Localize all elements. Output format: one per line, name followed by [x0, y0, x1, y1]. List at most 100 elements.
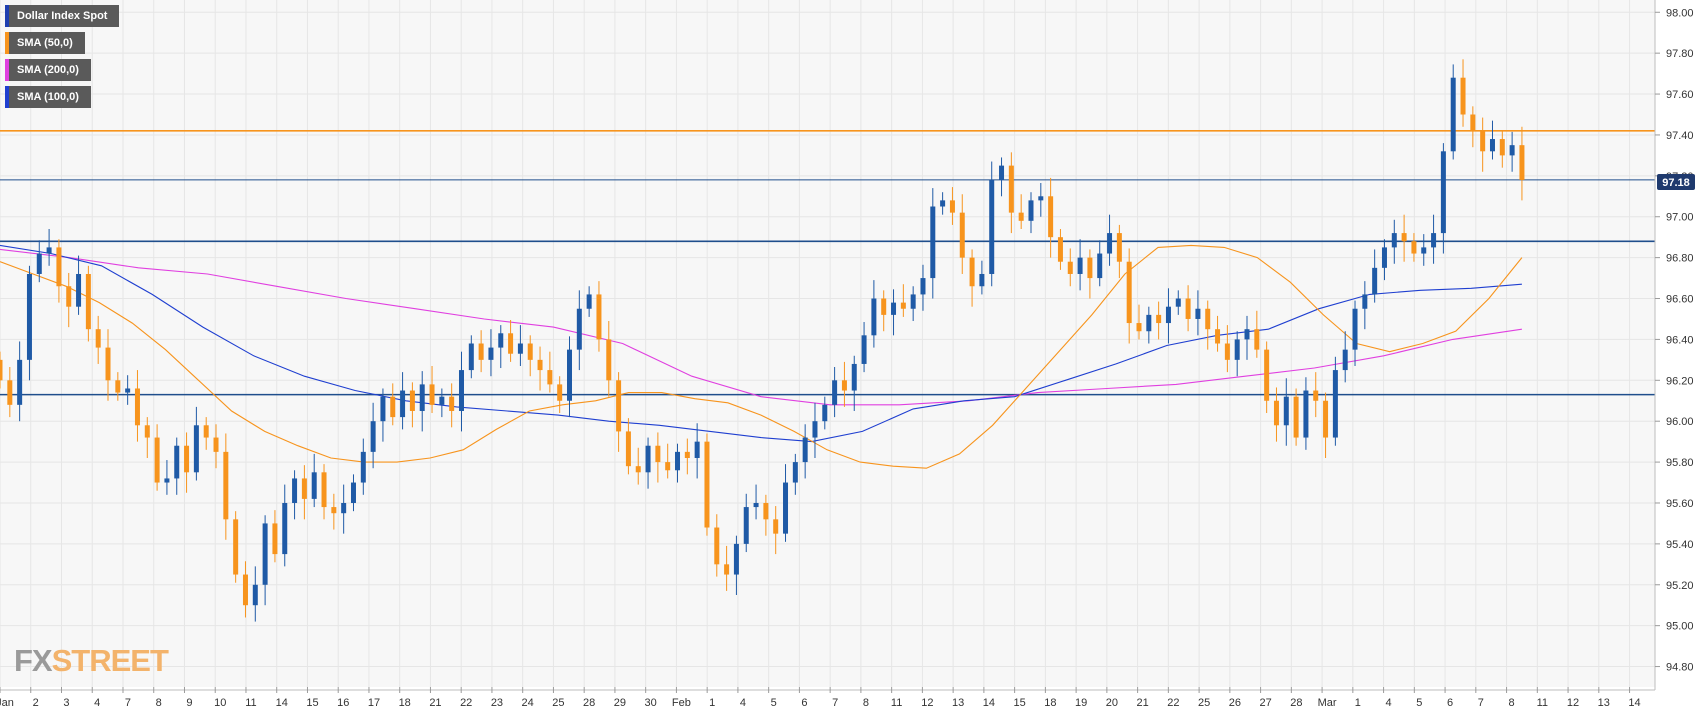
x-tick-label: 14 [1628, 697, 1640, 709]
candle-bear [1254, 329, 1260, 350]
candle-bull [311, 472, 317, 499]
candle-bull [1175, 298, 1181, 307]
x-axis: Jan234789101114151617182122232425282930F… [0, 687, 1641, 709]
x-tick-label: 28 [1290, 697, 1302, 709]
x-tick-label: 11 [891, 697, 902, 709]
candle-bear [655, 445, 661, 463]
candle-bear [881, 298, 887, 315]
candle-bear [635, 466, 641, 473]
legend-label-sma50: SMA (50,0) [9, 32, 85, 54]
candle-bull [753, 502, 759, 508]
candle-bull [26, 273, 32, 360]
candle-bear [1205, 308, 1211, 330]
candle-bull [36, 253, 42, 274]
candle-bull [517, 343, 523, 354]
candle-bear [616, 380, 622, 432]
candle-bear [390, 396, 396, 418]
candle-bear [1264, 349, 1270, 401]
candle-bull [1283, 396, 1289, 426]
candle-bull [1421, 247, 1427, 254]
candle-bull [498, 333, 504, 348]
candle-bull [645, 445, 651, 473]
y-tick-label: 95.00 [1666, 621, 1694, 633]
legend-item-sma200[interactable]: SMA (200,0) [5, 59, 119, 81]
candle-bull [1431, 233, 1437, 248]
candle-bull [1146, 314, 1152, 332]
candle-bull [370, 421, 376, 452]
legend-item-sma50[interactable]: SMA (50,0) [5, 32, 119, 54]
candle-bull [802, 437, 808, 463]
candle-bear [154, 437, 160, 483]
candle-bull [733, 543, 739, 575]
candle-bull [1332, 370, 1338, 438]
candle-bear [1185, 298, 1191, 319]
legend-label-sma100: SMA (100,0) [9, 86, 91, 108]
x-tick-label: 13 [952, 697, 964, 709]
x-tick-label: 9 [186, 697, 192, 709]
candle-bear [144, 425, 150, 438]
candle-bull [1372, 267, 1378, 295]
x-tick-label: 25 [552, 697, 564, 709]
candle-bull [76, 273, 82, 307]
candle-bear [1048, 196, 1054, 238]
candle-bear [1116, 233, 1122, 262]
candle-bear [1460, 77, 1466, 115]
candle-bear [85, 273, 91, 330]
x-tick-label: 14 [276, 697, 288, 709]
x-tick-label: 1 [1355, 697, 1361, 709]
candle-bull [783, 482, 789, 534]
legend-item-sma100[interactable]: SMA (100,0) [5, 86, 119, 108]
candle-bull [891, 302, 897, 315]
candle-bear [331, 507, 337, 514]
x-tick-label: 24 [522, 697, 534, 709]
legend-item-price[interactable]: Dollar Index Spot [5, 5, 120, 27]
y-tick-label: 96.40 [1666, 334, 1694, 346]
candle-bear [537, 359, 543, 371]
y-tick-label: 97.80 [1666, 48, 1694, 60]
candle-bear [203, 425, 209, 438]
candle-bear [1411, 241, 1417, 254]
candle-bear [763, 502, 769, 520]
candle-bull [1038, 196, 1044, 201]
candle-bear [56, 247, 62, 287]
x-tick-label: 8 [863, 697, 869, 709]
candle-bull [832, 380, 838, 405]
x-tick-label: 11 [245, 697, 256, 709]
candle-bear [1499, 139, 1505, 156]
candle-bull [252, 584, 258, 606]
candle-bear [1470, 114, 1476, 131]
candle-bull [17, 359, 23, 405]
candle-bear [547, 370, 553, 385]
x-tick-label: 14 [983, 697, 995, 709]
x-tick-label: 6 [1447, 697, 1453, 709]
candle-bull [1509, 145, 1515, 156]
y-tick-label: 96.60 [1666, 294, 1694, 306]
candle-bull [419, 384, 425, 411]
x-tick-label: 27 [1259, 697, 1271, 709]
candle-bear [134, 388, 140, 426]
x-tick-label: 3 [63, 697, 69, 709]
candle-bull [1244, 329, 1250, 340]
candle-bear [1057, 237, 1063, 262]
candle-bear [321, 472, 327, 508]
candle-bull [46, 247, 52, 254]
candle-bear [1156, 314, 1162, 324]
candle-bear [704, 441, 710, 528]
candle-bull [1352, 308, 1358, 350]
y-tick-label: 96.80 [1666, 253, 1694, 265]
x-tick-label: 4 [740, 697, 746, 709]
candle-bull [694, 441, 700, 458]
candle-bear [773, 519, 779, 534]
last-price-tag: 97.18 [1657, 174, 1695, 190]
candle-bear [1136, 323, 1142, 332]
legend: Dollar Index Spot SMA (50,0) SMA (200,0)… [5, 5, 120, 113]
y-tick-label: 98.00 [1666, 7, 1694, 19]
y-tick-label: 96.20 [1666, 375, 1694, 387]
y-tick-label: 97.40 [1666, 130, 1694, 142]
x-tick-label: Feb [672, 697, 691, 709]
candle-bear [596, 294, 602, 340]
candle-bear [301, 478, 307, 499]
candle-bear [1067, 261, 1073, 274]
legend-swatch-sma50 [5, 32, 9, 54]
